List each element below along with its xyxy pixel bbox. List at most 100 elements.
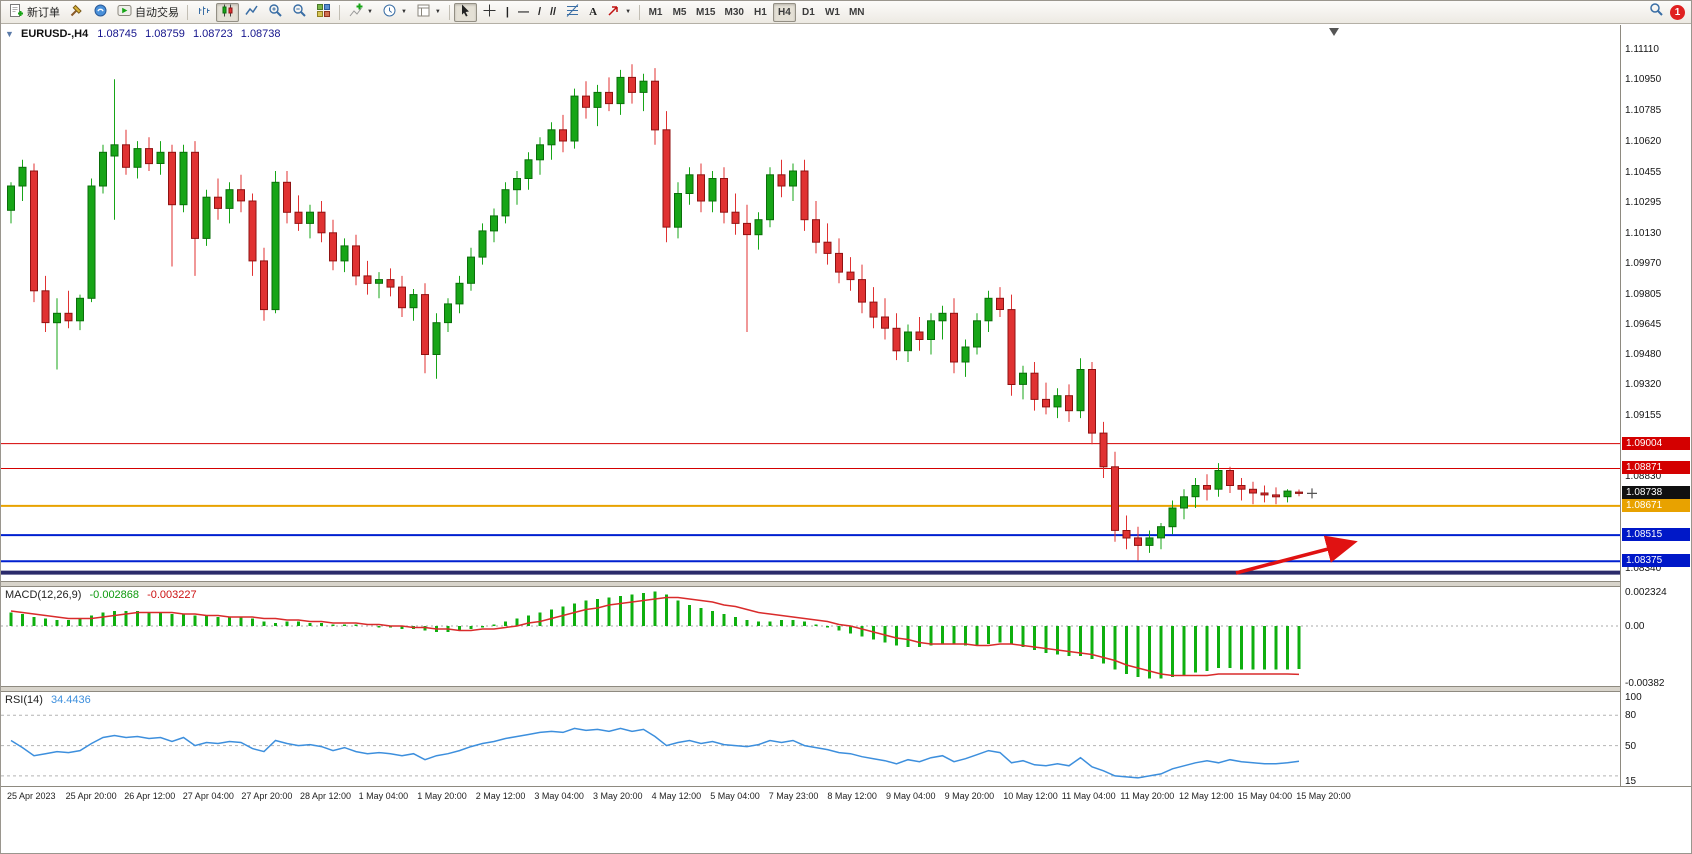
templates-button[interactable]: ▼ <box>412 3 445 22</box>
timeframe-button-m30[interactable]: M30 <box>720 3 747 22</box>
arrow-tool-icon <box>606 3 621 21</box>
autotrading-button[interactable]: 自动交易 <box>113 3 183 22</box>
time-axis[interactable]: 25 Apr 2023 25 Apr 20:00 26 Apr 12:00 27 Ap… <box>1 786 1691 810</box>
time-axis-label: 11 May 04:00 <box>1061 791 1116 801</box>
price-chart-canvas[interactable] <box>1 25 1620 581</box>
axis-tick-label: 1.09320 <box>1625 379 1662 391</box>
bar-chart-icon <box>196 3 211 21</box>
time-axis-label: 10 May 12:00 <box>1003 791 1058 801</box>
axis-tick-label: 0.002324 <box>1625 587 1667 598</box>
time-axis-label: 5 May 04:00 <box>710 791 760 801</box>
axis-tick-label: 1.08340 <box>1625 562 1662 574</box>
time-axis-label: 2 May 12:00 <box>475 791 526 801</box>
trendline-button[interactable]: / <box>534 3 545 22</box>
macd-signal-value: -0.003227 <box>147 589 197 601</box>
timeframe-button-m15[interactable]: M15 <box>692 3 719 22</box>
symbol-label: EURUSD-,H4 <box>20 28 89 40</box>
bar-chart-button[interactable] <box>192 3 215 22</box>
low-value: 1.08723 <box>192 28 233 40</box>
crosshair-icon <box>482 3 497 21</box>
price-axis-rsi: 100 80 50 15 <box>1621 692 1691 787</box>
time-axis-label: 27 Apr 04:00 <box>182 791 234 801</box>
periods-button[interactable]: ▼ <box>378 3 411 22</box>
time-axis-label: 3 May 04:00 <box>534 791 584 801</box>
rsi-title: RSI(14) <box>5 694 43 706</box>
vertical-line-icon: | <box>505 6 509 18</box>
axis-tick-label: 1.10130 <box>1625 227 1662 239</box>
time-axis-label: 9 May 04:00 <box>886 791 936 801</box>
horizontal-line-button[interactable]: — <box>514 3 533 22</box>
panel-splitter[interactable] <box>1 686 1691 692</box>
chevron-down-icon: ▼ <box>367 9 373 15</box>
timeframe-button-d1[interactable]: D1 <box>797 3 820 22</box>
chevron-down-icon: ▼ <box>400 9 407 15</box>
open-value: 1.08745 <box>97 28 138 40</box>
time-axis-label: 11 May 20:00 <box>1120 791 1175 801</box>
axis-tick-label: 0.00 <box>1625 621 1645 632</box>
template-icon <box>416 3 431 21</box>
metaeditor-button[interactable] <box>65 3 88 22</box>
time-axis-label: 15 May 04:00 <box>1237 791 1293 801</box>
high-value: 1.08759 <box>145 28 185 40</box>
tile-windows-button[interactable] <box>312 3 335 22</box>
macd-title: MACD(12,26,9) <box>5 589 82 601</box>
one-click-trading-toggle-icon[interactable]: ▼ <box>5 29 14 39</box>
text-button[interactable]: A <box>585 3 601 22</box>
zoom-out-button[interactable] <box>288 3 311 22</box>
macd-label: MACD(12,26,9) -0.002868 -0.003227 <box>5 589 197 601</box>
zoom-in-button[interactable] <box>264 3 287 22</box>
horizontal-line-icon: — <box>517 6 529 18</box>
axis-tick-label: 1.10785 <box>1625 105 1662 117</box>
timeframe-button-w1[interactable]: W1 <box>821 3 844 22</box>
timeframe-button-mn[interactable]: MN <box>845 3 869 22</box>
close-value: 1.08738 <box>240 28 281 40</box>
price-line-label: 1.09004 <box>1622 436 1690 450</box>
timeframe-button-h4[interactable]: H4 <box>772 2 796 22</box>
text-icon: A <box>589 6 598 18</box>
toolbar-separator <box>339 4 340 20</box>
new-order-button[interactable]: 新订单 <box>5 3 64 22</box>
time-axis-label: 8 May 12:00 <box>827 791 877 801</box>
line-chart-icon <box>244 3 259 21</box>
autotrading-icon <box>117 3 132 21</box>
fibonacci-icon <box>565 3 580 21</box>
price-axis[interactable]: 1.11110 1.10950 1.10785 1.10620 1.10455 1.102… <box>1620 25 1691 787</box>
indicators-button[interactable]: ▼ <box>344 3 377 22</box>
price-line-label: 1.08375 <box>1622 554 1690 568</box>
axis-tick-label: 1.10950 <box>1625 74 1662 86</box>
fibonacci-button[interactable] <box>561 3 584 22</box>
axis-tick-label: 1.09155 <box>1625 410 1662 422</box>
search-icon[interactable] <box>1649 2 1664 22</box>
axis-tick-label: 100 <box>1625 692 1642 703</box>
zoom-in-icon <box>268 3 283 21</box>
time-axis-label: 28 Apr 12:00 <box>300 791 352 801</box>
cursor-button[interactable] <box>453 2 477 22</box>
rsi-canvas[interactable] <box>1 692 1620 786</box>
timeframe-button-m1[interactable]: M1 <box>644 3 667 22</box>
timeframe-button-m5[interactable]: M5 <box>668 3 691 22</box>
price-line-label: 1.08671 <box>1622 498 1690 512</box>
line-chart-button[interactable] <box>240 3 263 22</box>
price-axis-main: 1.11110 1.10950 1.10785 1.10620 1.10455 1.102… <box>1621 25 1691 581</box>
rsi-label: RSI(14) 34.4436 <box>5 694 91 706</box>
axis-tick-label: 1.09480 <box>1625 349 1662 361</box>
time-axis-label: 25 Apr 20:00 <box>65 791 117 801</box>
chevron-down-icon: ▼ <box>625 9 632 15</box>
macd-canvas[interactable] <box>1 587 1620 686</box>
arrows-button[interactable]: ▼ <box>602 3 635 22</box>
panel-splitter[interactable] <box>1 581 1691 587</box>
market-watch-button[interactable] <box>89 3 112 22</box>
clock-icon <box>382 3 397 21</box>
toolbar-right: 1 <box>1649 2 1687 22</box>
vertical-line-button[interactable]: | <box>502 3 513 22</box>
price-line-label: 1.08871 <box>1622 461 1690 475</box>
candlestick-chart-button[interactable] <box>216 2 239 22</box>
candlestick-icon <box>220 3 235 21</box>
timeframe-button-h1[interactable]: H1 <box>749 3 772 22</box>
axis-tick-label: 1.09805 <box>1625 288 1662 300</box>
notification-badge[interactable]: 1 <box>1670 4 1685 20</box>
crosshair-button[interactable] <box>478 3 501 22</box>
axis-tick-label: 1.10455 <box>1625 166 1662 178</box>
channel-button[interactable]: // <box>546 3 560 22</box>
time-axis-label: 25 Apr 2023 <box>7 791 56 801</box>
